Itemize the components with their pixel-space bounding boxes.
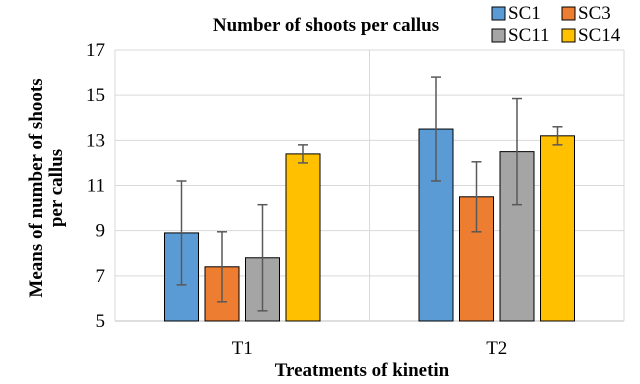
error-bar-sc11-t1 (257, 203, 268, 312)
legend-label: SC1 (508, 3, 541, 24)
x-tick-label: T2 (486, 338, 507, 359)
x-axis-title: Treatments of kinetin (275, 360, 450, 381)
x-tick-labels: T1 T2 (232, 338, 508, 359)
legend-label: SC11 (508, 25, 550, 46)
legend-swatch (561, 6, 576, 21)
error-bar-sc1-t2 (431, 76, 441, 182)
error-bar-sc14-t1 (298, 144, 308, 164)
legend-item-sc11: SC11 (491, 25, 550, 46)
bar-sc14-t2 (540, 135, 575, 322)
legend-item-sc3: SC3 (561, 3, 611, 24)
error-bar-sc11-t2 (512, 97, 522, 206)
error-bar-sc14-t2 (552, 126, 563, 146)
legend-swatch (491, 6, 506, 21)
y-tick-labels: 5 7 9 11 13 15 17 (86, 40, 105, 332)
chart-title: Number of shoots per callus (213, 15, 439, 36)
y-axis-title: Means of number of shoots per callus (26, 78, 67, 297)
legend-label: SC3 (578, 3, 611, 24)
y-axis-title-line-2: per callus (46, 149, 67, 227)
error-bar-sc3-t1 (217, 231, 227, 303)
y-tick-label: 7 (96, 266, 106, 287)
error-bar-sc3-t2 (471, 161, 482, 233)
y-tick-label: 17 (86, 40, 105, 61)
legend-swatch (491, 28, 506, 43)
y-tick-label: 15 (86, 85, 105, 106)
y-axis-title-line-1: Means of number of shoots (26, 78, 47, 297)
y-tick-label: 13 (86, 130, 105, 151)
legend-item-sc1: SC1 (491, 3, 541, 24)
y-tick-label: 5 (96, 311, 106, 332)
legend-item-sc14: SC14 (561, 25, 621, 46)
legend-label: SC14 (578, 25, 621, 46)
category-separators (114, 50, 625, 321)
y-tick-label: 9 (96, 221, 106, 242)
legend: SC1 SC3 SC11 SC14 (491, 3, 621, 46)
y-tick-label: 11 (87, 176, 105, 197)
bar-sc14-t1 (285, 153, 321, 322)
error-bars (176, 76, 563, 312)
x-tick-label: T1 (232, 338, 253, 359)
legend-swatch (561, 28, 576, 43)
error-bar-sc1-t1 (176, 180, 187, 286)
